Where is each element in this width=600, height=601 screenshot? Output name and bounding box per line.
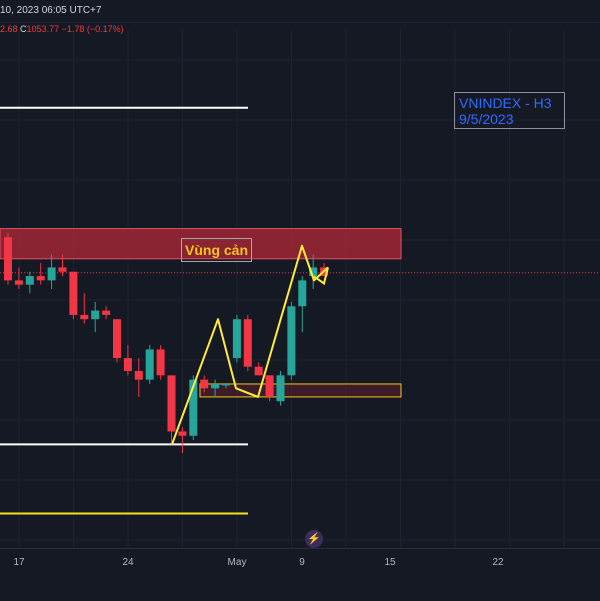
x-tick-label: May — [227, 557, 247, 568]
candle-body — [287, 306, 296, 376]
candle-body — [80, 314, 89, 320]
candle-body — [232, 319, 241, 359]
candle-body — [243, 319, 252, 367]
ohlc-close-value: 1053.77 — [26, 24, 60, 34]
candle-body — [91, 310, 100, 320]
candle-body — [25, 276, 34, 285]
candle-body — [123, 358, 132, 372]
candle-body — [298, 280, 307, 307]
x-tick-label: 17 — [13, 557, 25, 568]
candle-body — [167, 375, 176, 432]
candle-body — [276, 375, 285, 402]
candle-body — [178, 431, 187, 436]
candle-body — [58, 267, 67, 272]
price-chart[interactable] — [0, 0, 600, 548]
resistance-zone — [0, 228, 402, 260]
candle-body — [222, 383, 230, 386]
candle-body — [47, 267, 56, 281]
candle-body — [189, 379, 198, 436]
candle-body — [309, 267, 318, 277]
resistance-zone-label[interactable]: Vùng cản — [181, 238, 253, 262]
candle-body — [113, 319, 121, 359]
ohlc-legend: 2.68 C1053.77 −1.78 (−0.17%) — [0, 24, 124, 34]
zigzag-arrow-head — [313, 267, 329, 286]
annotation-box[interactable]: VNINDEX - H3 9/5/2023 — [454, 92, 565, 129]
x-tick-label: 9 — [299, 557, 305, 568]
candle-body — [4, 237, 12, 281]
candle-body — [36, 276, 45, 281]
chart-header: 10, 2023 06:05 UTC+7 — [0, 0, 600, 23]
candle-body — [14, 280, 23, 285]
annotation-line1: VNINDEX - H3 — [459, 95, 552, 111]
annotation-line2: 9/5/2023 — [459, 111, 514, 127]
candle-body — [145, 349, 154, 380]
candle-body — [265, 375, 274, 397]
candle-body — [134, 371, 143, 380]
ohlc-change: −1.78 (−0.17%) — [61, 24, 124, 34]
header-datetime: 10, 2023 06:05 UTC+7 — [0, 5, 102, 16]
candle-body — [156, 349, 165, 376]
support-zone — [199, 383, 402, 398]
candle-body — [200, 379, 209, 389]
candle-body — [69, 271, 78, 315]
x-tick-label: 24 — [122, 557, 134, 568]
candle-body — [102, 310, 111, 315]
ohlc-close-label: C — [20, 24, 27, 34]
candle-body — [211, 383, 220, 389]
lightning-replay-icon[interactable]: ⚡ — [305, 530, 323, 548]
x-tick-label: 15 — [384, 557, 396, 568]
date-axis[interactable]: 17 24 May 9 15 22 — [0, 548, 600, 601]
x-tick-label: 22 — [492, 557, 504, 568]
ohlc-partial-value: 2.68 — [0, 24, 18, 34]
zigzag-projection — [171, 244, 329, 445]
candle-body — [254, 366, 263, 376]
